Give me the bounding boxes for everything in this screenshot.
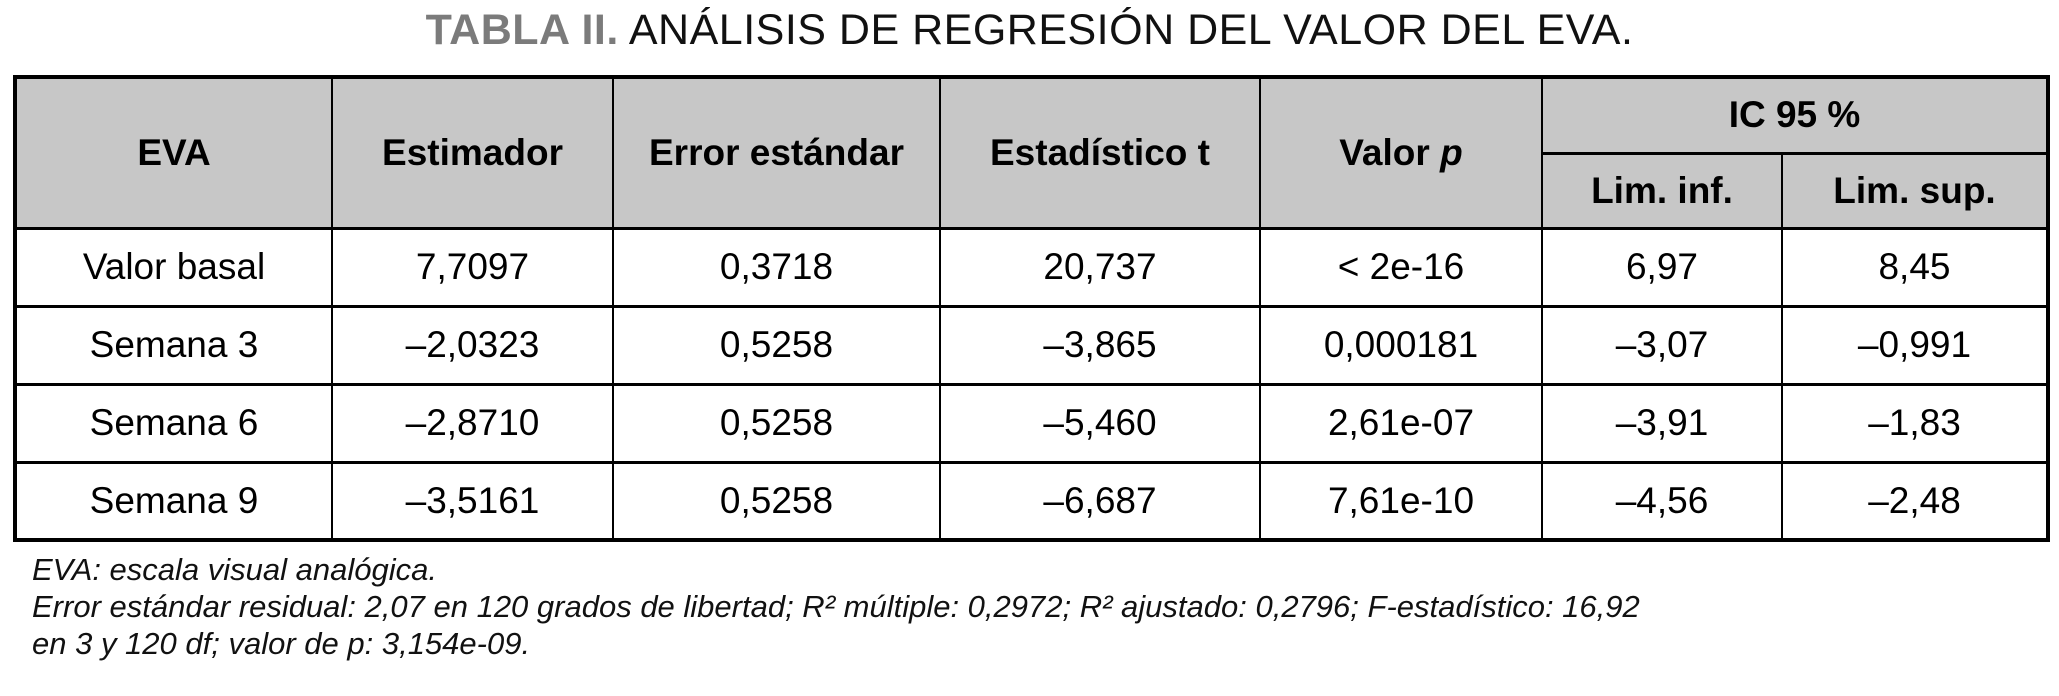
cell-error-estandar: 0,5258 xyxy=(612,382,941,464)
cell-valor-p: 7,61e-10 xyxy=(1259,460,1543,542)
cell-valor-p: 2,61e-07 xyxy=(1259,382,1543,464)
valor-p-italic: p xyxy=(1440,131,1463,173)
cell-lim-inf: –4,56 xyxy=(1541,460,1783,542)
cell-valor-p: < 2e-16 xyxy=(1259,226,1543,308)
table-row-valor-basal: Valor basal 7,7097 0,3718 20,737 < 2e-16… xyxy=(14,226,2049,308)
table-title-label: TABLA II. xyxy=(425,6,619,54)
cell-error-estandar: 0,5258 xyxy=(612,304,941,386)
cell-lim-sup: –1,83 xyxy=(1781,382,2049,464)
header-cell-estadistico-t: Estadístico t xyxy=(939,75,1261,230)
cell-estadistico-t: 20,737 xyxy=(939,226,1261,308)
cell-lim-inf: –3,07 xyxy=(1541,304,1783,386)
row-label: Valor basal xyxy=(14,226,333,308)
header-cell-ic95: IC 95 % xyxy=(1541,75,2049,155)
cell-estadistico-t: –6,687 xyxy=(939,460,1261,542)
header-cell-valor-p: Valor p xyxy=(1259,75,1543,230)
cell-estadistico-t: –3,865 xyxy=(939,304,1261,386)
row-label: Semana 3 xyxy=(14,304,333,386)
cell-estadistico-t: –5,460 xyxy=(939,382,1261,464)
valor-p-text: Valor xyxy=(1339,131,1441,173)
cell-estimador: –3,5161 xyxy=(331,460,614,542)
header-cell-error-estandar: Error estándar xyxy=(612,75,941,230)
cell-error-estandar: 0,3718 xyxy=(612,226,941,308)
table-title-text: ANÁLISIS DE REGRESIÓN DEL VALOR DEL EVA. xyxy=(618,6,1634,54)
regression-table: EVA Estimador Error estándar Estadístico… xyxy=(13,75,2050,542)
cell-valor-p: 0,000181 xyxy=(1259,304,1543,386)
cell-estimador: –2,8710 xyxy=(331,382,614,464)
header-row-top: EVA Estimador Error estándar Estadístico… xyxy=(14,75,2049,230)
header-cell-estimador: Estimador xyxy=(331,75,614,230)
cell-lim-sup: 8,45 xyxy=(1781,226,2049,308)
cell-estimador: –2,0323 xyxy=(331,304,614,386)
cell-estimador: 7,7097 xyxy=(331,226,614,308)
header-cell-lim-inf: Lim. inf. xyxy=(1541,151,1783,230)
cell-lim-sup: –2,48 xyxy=(1781,460,2049,542)
table-row-semana-6: Semana 6 –2,8710 0,5258 –5,460 2,61e-07 … xyxy=(14,382,2049,464)
footnote-statistics-line2: en 3 y 120 df; valor de p: 3,154e-09. xyxy=(32,626,531,661)
table-title: TABLA II. ANÁLISIS DE REGRESIÓN DEL VALO… xyxy=(0,6,2059,55)
cell-lim-inf: 6,97 xyxy=(1541,226,1783,308)
footnote-abbreviation: EVA: escala visual analógica. xyxy=(32,552,437,587)
table-footnotes: EVA: escala visual analógica. Error está… xyxy=(32,551,2032,662)
footnote-statistics-line1: Error estándar residual: 2,07 en 120 gra… xyxy=(32,589,1640,624)
header-cell-lim-sup: Lim. sup. xyxy=(1781,151,2049,230)
row-label: Semana 9 xyxy=(14,460,333,542)
cell-error-estandar: 0,5258 xyxy=(612,460,941,542)
table-row-semana-3: Semana 3 –2,0323 0,5258 –3,865 0,000181 … xyxy=(14,304,2049,386)
table-row-semana-9: Semana 9 –3,5161 0,5258 –6,687 7,61e-10 … xyxy=(14,460,2049,542)
row-label: Semana 6 xyxy=(14,382,333,464)
header-cell-eva: EVA xyxy=(14,75,333,230)
cell-lim-inf: –3,91 xyxy=(1541,382,1783,464)
cell-lim-sup: –0,991 xyxy=(1781,304,2049,386)
header-row-bottom: Lim. inf. Lim. sup. xyxy=(15,151,2049,230)
